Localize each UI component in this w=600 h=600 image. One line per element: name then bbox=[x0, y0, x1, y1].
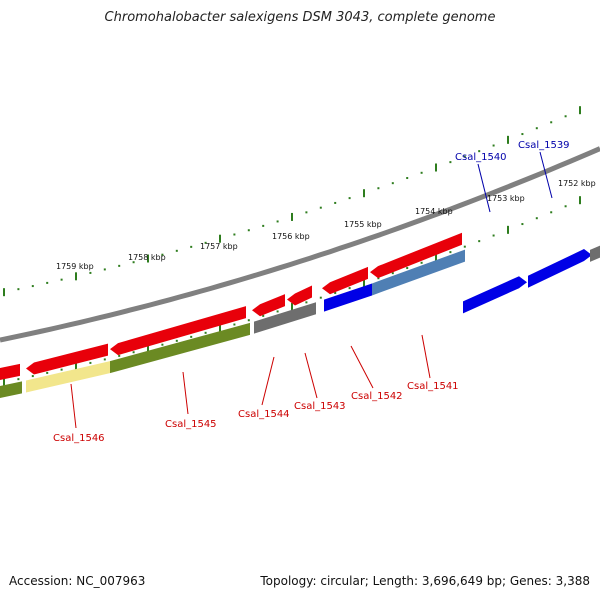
scale-label-1756-kbp: 1756 kbp bbox=[272, 232, 310, 241]
leader-csal-1544 bbox=[261, 356, 275, 406]
gene-label-csal-1540[interactable]: Csal_1540 bbox=[455, 152, 507, 163]
gene-olive-partial-feature bbox=[0, 381, 22, 398]
gene-csal-1541-red-feature bbox=[370, 232, 462, 279]
gene-csal-1546-red-feature bbox=[26, 343, 108, 375]
genome-title: Chromohalobacter salexigens DSM 3043, co… bbox=[104, 10, 496, 25]
label-leader-lines bbox=[70, 151, 553, 429]
gene-features bbox=[0, 232, 600, 398]
gene-csal-1544-red-feature bbox=[252, 294, 285, 317]
gene-label-csal-1541[interactable]: Csal_1541 bbox=[407, 381, 459, 392]
outer-tick-track bbox=[3, 106, 581, 297]
leader-csal-1545 bbox=[182, 371, 189, 415]
gene-csal-1542-blue-feature bbox=[324, 283, 372, 312]
gene-label-csal-1543[interactable]: Csal_1543 bbox=[294, 401, 346, 412]
gene-csal-1545-olive-feature bbox=[110, 322, 250, 374]
scale-label-1757-kbp: 1757 kbp bbox=[200, 242, 238, 251]
gene-partial-gray-feature bbox=[590, 245, 600, 262]
map-labels: 1759 kbp 1758 kbp 1757 kbp 1756 kbp 1755… bbox=[53, 140, 596, 444]
gene-csal-1540-feature bbox=[463, 276, 527, 314]
gene-csal-1541-steelblue-feature bbox=[372, 249, 465, 296]
accession-text: Accession: NC_007963 bbox=[9, 574, 146, 588]
gene-csal-1545-red-feature bbox=[110, 306, 246, 356]
gene-label-csal-1546[interactable]: Csal_1546 bbox=[53, 433, 105, 444]
gene-csal-1542-red-feature bbox=[322, 266, 368, 295]
leader-csal-1543 bbox=[304, 352, 318, 399]
leader-csal-1542 bbox=[350, 345, 374, 389]
gene-csal-1539-feature bbox=[528, 249, 592, 288]
scale-label-1758-kbp: 1758 kbp bbox=[128, 253, 166, 262]
scale-label-1752-kbp: 1752 kbp bbox=[558, 179, 596, 188]
gene-label-csal-1545[interactable]: Csal_1545 bbox=[165, 419, 217, 430]
gene-label-csal-1542[interactable]: Csal_1542 bbox=[351, 391, 403, 402]
leader-csal-1546 bbox=[70, 383, 77, 429]
scale-label-1759-kbp: 1759 kbp bbox=[56, 262, 94, 271]
leader-csal-1541 bbox=[421, 334, 431, 379]
scale-label-1754-kbp: 1754 kbp bbox=[415, 207, 453, 216]
genome-summary-text: Topology: circular; Length: 3,696,649 bp… bbox=[260, 574, 590, 588]
gene-label-csal-1544[interactable]: Csal_1544 bbox=[238, 409, 290, 420]
inner-tick-track bbox=[3, 196, 581, 387]
scale-label-1753-kbp: 1753 kbp bbox=[487, 194, 525, 203]
scale-label-1755-kbp: 1755 kbp bbox=[344, 220, 382, 229]
leader-csal-1540 bbox=[477, 163, 491, 213]
genome-backbone bbox=[0, 146, 600, 343]
gene-csal-1543-red-feature bbox=[287, 285, 312, 306]
gene-red-partial-feature bbox=[0, 363, 20, 380]
leader-csal-1539 bbox=[539, 151, 553, 199]
gene-csal-1544-gray-feature bbox=[254, 302, 316, 334]
gene-label-csal-1539[interactable]: Csal_1539 bbox=[518, 140, 570, 151]
gene-csal-1546-pale-feature bbox=[26, 361, 110, 393]
backbone-line bbox=[0, 146, 600, 343]
